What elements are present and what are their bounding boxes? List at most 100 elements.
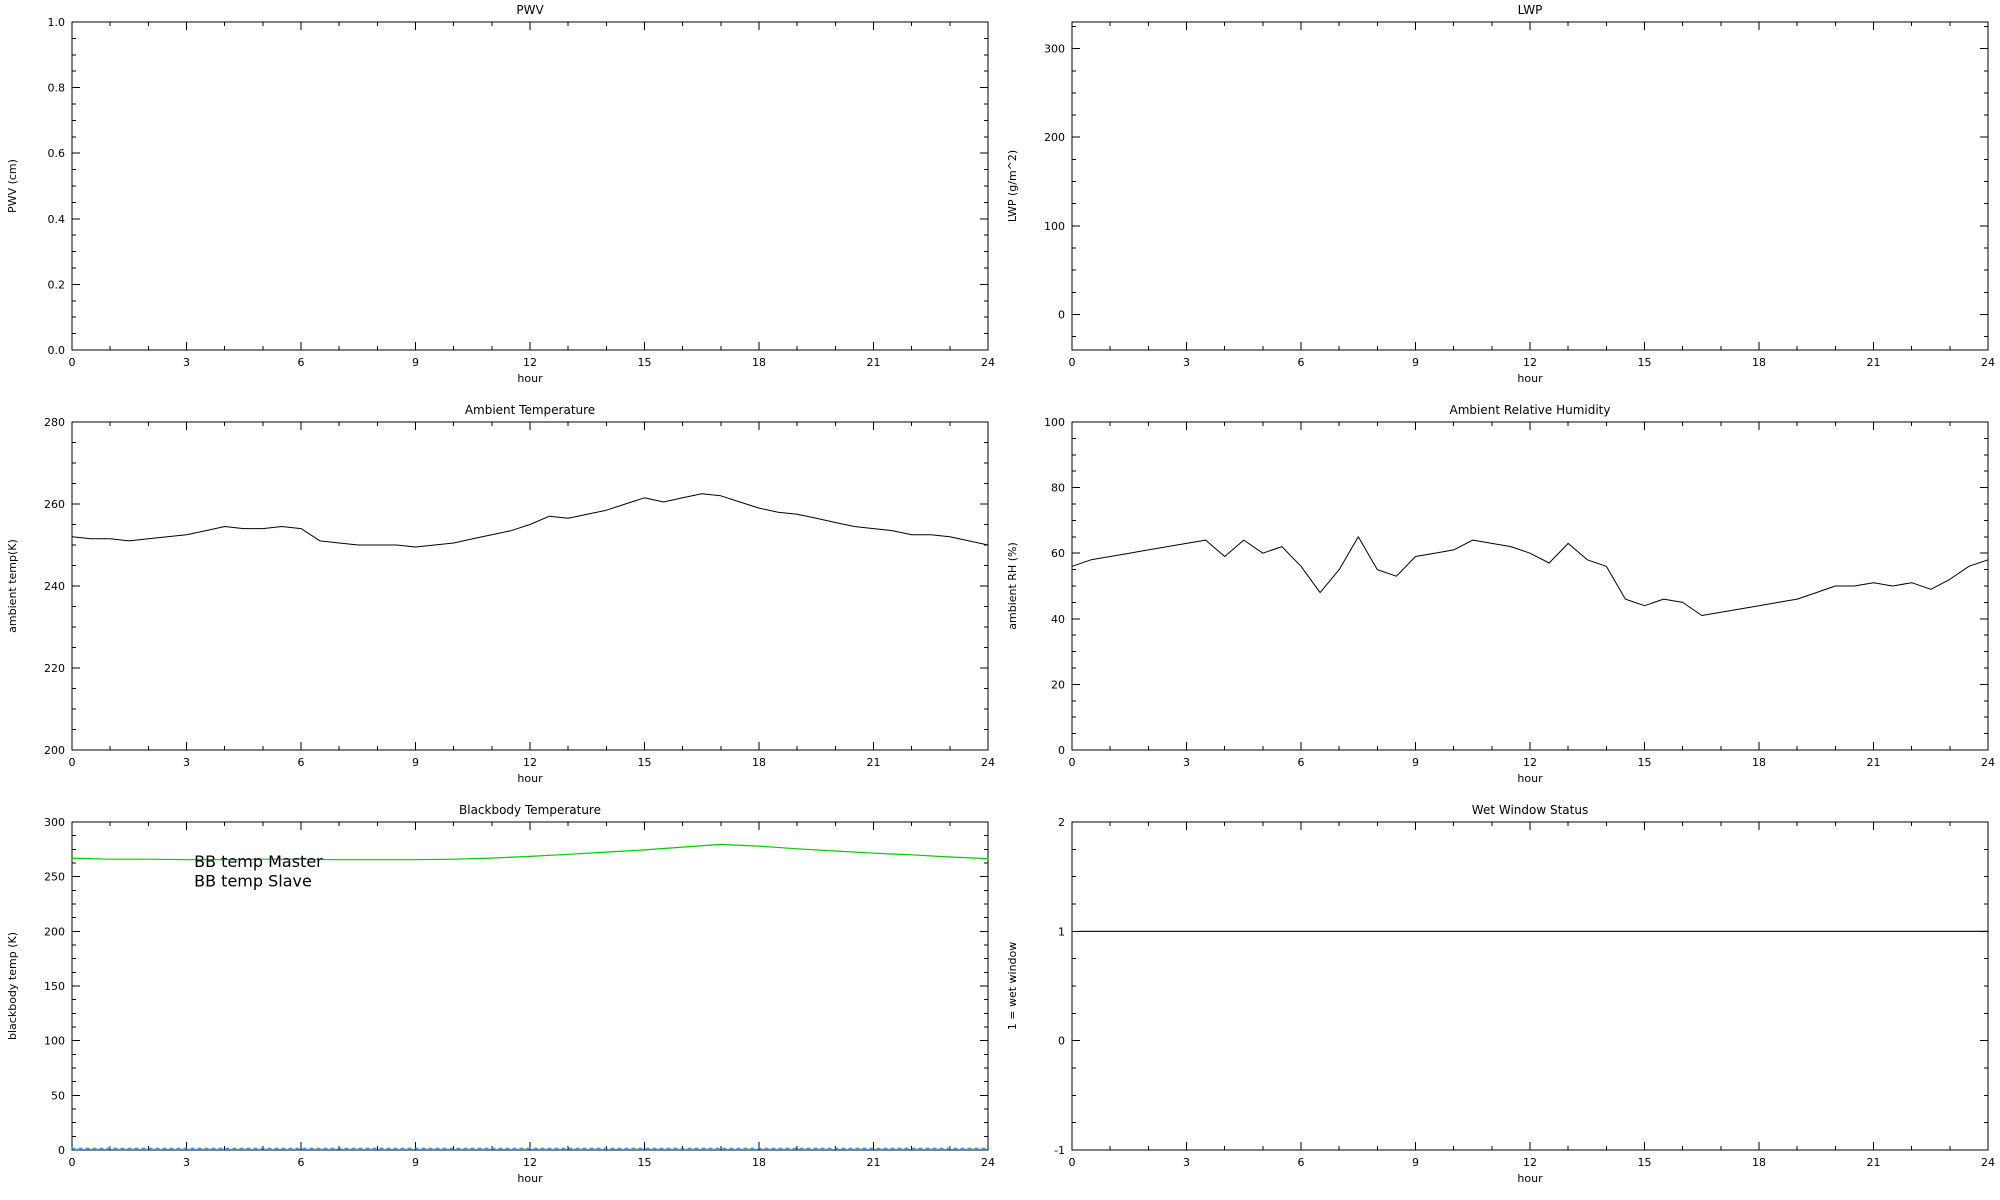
svg-text:9: 9 (412, 1156, 419, 1169)
ambient-rh-chart: 0 3 6 9 12 15 18 21 24 0 20 40 60 80 100 Ambient Relati… (1006, 403, 1995, 785)
svg-text:60: 60 (1051, 547, 1065, 560)
svg-text:0: 0 (1058, 1035, 1065, 1048)
svg-text:ambient RH (%): ambient RH (%) (1006, 542, 1019, 630)
svg-text:PWV (cm): PWV (cm) (6, 159, 19, 213)
svg-text:6: 6 (1298, 756, 1305, 769)
svg-text:0: 0 (1058, 744, 1065, 757)
svg-text:6: 6 (1298, 1156, 1305, 1169)
svg-text:Wet Window Status: Wet Window Status (1472, 803, 1588, 817)
svg-text:40: 40 (1051, 613, 1065, 626)
svg-text:260: 260 (44, 498, 65, 511)
svg-text:12: 12 (1523, 756, 1537, 769)
svg-text:0: 0 (1069, 356, 1076, 369)
svg-text:9: 9 (1412, 356, 1419, 369)
svg-text:3: 3 (183, 756, 190, 769)
pwv-chart: 0 3 6 9 12 15 18 21 24 0.0 0.2 0.4 0.6 0.8 1.0 PWV hour P… (6, 3, 995, 385)
svg-text:21: 21 (1867, 1156, 1881, 1169)
svg-text:hour: hour (517, 1172, 543, 1185)
svg-text:300: 300 (1044, 43, 1065, 56)
svg-text:1.0: 1.0 (48, 16, 66, 29)
svg-text:12: 12 (523, 356, 537, 369)
svg-text:100: 100 (44, 1035, 65, 1048)
svg-text:200: 200 (44, 925, 65, 938)
svg-text:80: 80 (1051, 482, 1065, 495)
svg-text:0: 0 (58, 1144, 65, 1157)
svg-text:280: 280 (44, 416, 65, 429)
svg-text:100: 100 (1044, 416, 1065, 429)
svg-text:0: 0 (69, 1156, 76, 1169)
svg-text:21: 21 (867, 356, 881, 369)
svg-text:Ambient Temperature: Ambient Temperature (465, 403, 595, 417)
svg-text:Ambient Relative Humidity: Ambient Relative Humidity (1450, 403, 1611, 417)
panel-blackbody-temperature: 0 3 6 9 12 15 18 21 24 0 50 100 150 200 250 300 Blackbod… (0, 800, 1000, 1200)
svg-text:18: 18 (1752, 1156, 1766, 1169)
svg-text:6: 6 (1298, 356, 1305, 369)
svg-text:hour: hour (517, 772, 543, 785)
svg-text:9: 9 (412, 756, 419, 769)
svg-text:15: 15 (638, 756, 652, 769)
svg-text:21: 21 (867, 1156, 881, 1169)
svg-text:BB temp Master: BB temp Master (194, 852, 323, 871)
svg-text:20: 20 (1051, 678, 1065, 691)
svg-text:50: 50 (51, 1089, 65, 1102)
svg-text:blackbody temp (K): blackbody temp (K) (6, 932, 19, 1040)
svg-text:9: 9 (1412, 1156, 1419, 1169)
svg-text:0: 0 (69, 356, 76, 369)
svg-text:18: 18 (752, 356, 766, 369)
svg-text:0: 0 (1058, 309, 1065, 322)
svg-text:3: 3 (1183, 356, 1190, 369)
svg-text:3: 3 (1183, 1156, 1190, 1169)
lwp-chart: 0 3 6 9 12 15 18 21 24 0 100 200 300 LWP hour LWP (g/m^… (1006, 3, 1995, 385)
svg-text:1: 1 (1058, 925, 1065, 938)
svg-text:hour: hour (1517, 1172, 1543, 1185)
svg-text:200: 200 (1044, 131, 1065, 144)
svg-text:24: 24 (1981, 356, 1995, 369)
svg-text:Blackbody Temperature: Blackbody Temperature (459, 803, 601, 817)
panel-lwp: 0 3 6 9 12 15 18 21 24 0 100 200 300 LWP hour LWP (g/m^… (1000, 0, 2000, 400)
svg-text:BB temp Slave: BB temp Slave (194, 872, 312, 891)
svg-text:3: 3 (183, 1156, 190, 1169)
svg-text:21: 21 (1867, 756, 1881, 769)
svg-text:1 = wet window: 1 = wet window (1006, 942, 1019, 1031)
svg-text:300: 300 (44, 816, 65, 829)
svg-text:0: 0 (69, 756, 76, 769)
svg-text:9: 9 (1412, 756, 1419, 769)
svg-text:0.8: 0.8 (48, 82, 66, 95)
svg-text:15: 15 (1638, 1156, 1652, 1169)
svg-text:6: 6 (298, 356, 305, 369)
svg-text:hour: hour (517, 372, 543, 385)
ambient-temperature-chart: 0 3 6 9 12 15 18 21 24 200 220 240 260 280 Ambient Tem… (6, 403, 995, 785)
svg-text:3: 3 (183, 356, 190, 369)
svg-text:24: 24 (981, 1156, 995, 1169)
panel-wet-window-status: 0 3 6 9 12 15 18 21 24 -1 0 1 2 Wet Window Status hour… (1000, 800, 2000, 1200)
svg-text:6: 6 (298, 1156, 305, 1169)
svg-text:100: 100 (1044, 220, 1065, 233)
panel-ambient-rh: 0 3 6 9 12 15 18 21 24 0 20 40 60 80 100 Ambient Relati… (1000, 400, 2000, 800)
svg-text:21: 21 (867, 756, 881, 769)
svg-text:15: 15 (638, 356, 652, 369)
svg-text:0.6: 0.6 (48, 147, 66, 160)
svg-text:12: 12 (1523, 1156, 1537, 1169)
svg-text:18: 18 (1752, 356, 1766, 369)
blackbody-temperature-chart: 0 3 6 9 12 15 18 21 24 0 50 100 150 200 250 300 Blackbod… (6, 803, 995, 1185)
svg-text:hour: hour (1517, 772, 1543, 785)
svg-text:-1: -1 (1054, 1144, 1065, 1157)
svg-text:200: 200 (44, 744, 65, 757)
svg-text:LWP (g/m^2): LWP (g/m^2) (1006, 150, 1019, 222)
svg-text:24: 24 (981, 756, 995, 769)
svg-text:12: 12 (1523, 356, 1537, 369)
svg-text:15: 15 (1638, 356, 1652, 369)
svg-text:18: 18 (752, 1156, 766, 1169)
svg-text:240: 240 (44, 580, 65, 593)
svg-text:0: 0 (1069, 756, 1076, 769)
svg-text:0.4: 0.4 (48, 213, 66, 226)
svg-text:0.2: 0.2 (48, 278, 66, 291)
svg-text:PWV: PWV (516, 3, 544, 17)
svg-text:220: 220 (44, 662, 65, 675)
svg-text:12: 12 (523, 1156, 537, 1169)
svg-text:12: 12 (523, 756, 537, 769)
svg-text:24: 24 (1981, 756, 1995, 769)
svg-text:0: 0 (1069, 1156, 1076, 1169)
panel-ambient-temperature: 0 3 6 9 12 15 18 21 24 200 220 240 260 280 Ambient Tem… (0, 400, 1000, 800)
